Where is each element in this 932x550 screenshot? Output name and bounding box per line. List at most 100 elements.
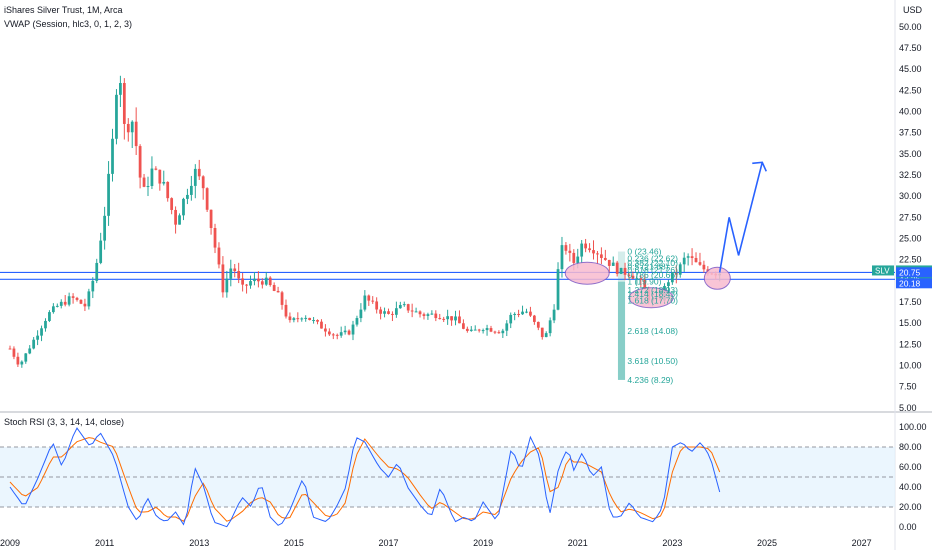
candle-body bbox=[201, 176, 205, 189]
candle-body bbox=[674, 272, 678, 275]
price-tick-label: 10.00 bbox=[899, 360, 922, 370]
price-tick-label: 35.00 bbox=[899, 149, 922, 159]
candle-body bbox=[87, 291, 91, 307]
candle-body bbox=[55, 305, 59, 307]
candle-body bbox=[580, 243, 584, 257]
candle-body bbox=[383, 311, 386, 314]
candle-body bbox=[584, 243, 588, 249]
candle-body bbox=[335, 334, 339, 336]
candle-body bbox=[426, 314, 430, 316]
candle-body bbox=[107, 173, 110, 216]
candle-body bbox=[296, 318, 300, 320]
time-tick-label: 2027 bbox=[852, 538, 872, 548]
projection-arrow bbox=[718, 162, 764, 273]
candle-body bbox=[146, 186, 150, 188]
candle-body bbox=[122, 83, 126, 124]
candle-body bbox=[245, 284, 248, 286]
candle-body bbox=[572, 252, 576, 263]
candle-body bbox=[8, 348, 12, 350]
candle-body bbox=[166, 181, 170, 199]
candle-body bbox=[304, 317, 308, 319]
stoch-tick-label: 0.00 bbox=[899, 522, 917, 532]
candle-body bbox=[213, 228, 217, 248]
candle-body bbox=[513, 313, 517, 315]
candle-body bbox=[371, 300, 375, 302]
candle-body bbox=[205, 188, 209, 210]
candle-body bbox=[186, 194, 189, 199]
candle-body bbox=[233, 268, 237, 272]
candle-body bbox=[24, 353, 28, 362]
candle-body bbox=[505, 323, 509, 331]
candle-body bbox=[134, 121, 138, 147]
stoch-tick-label: 60.00 bbox=[899, 462, 922, 472]
candle-body bbox=[536, 321, 540, 328]
price-tick-label: 5.00 bbox=[899, 403, 917, 413]
candle-body bbox=[237, 271, 241, 279]
candle-body bbox=[615, 262, 619, 274]
candle-body bbox=[257, 278, 260, 282]
fib-level-label: 1 (19.90) bbox=[627, 277, 661, 287]
time-tick-label: 2009 bbox=[0, 538, 20, 548]
candle-body bbox=[48, 312, 51, 321]
candle-body bbox=[178, 215, 181, 225]
candle-body bbox=[63, 301, 67, 305]
candle-body bbox=[410, 310, 414, 312]
price-tag bbox=[896, 278, 932, 289]
candle-body bbox=[485, 328, 489, 331]
candle-body bbox=[355, 318, 359, 325]
candle-body bbox=[158, 169, 162, 184]
time-tick-label: 2015 bbox=[284, 538, 304, 548]
candle-body bbox=[126, 123, 130, 133]
candle-body bbox=[525, 311, 528, 313]
candle-body bbox=[454, 316, 457, 321]
candle-body bbox=[115, 94, 118, 139]
candle-body bbox=[174, 209, 177, 225]
candle-body bbox=[189, 185, 193, 195]
price-tick-label: 7.50 bbox=[899, 382, 917, 392]
candle-body bbox=[702, 264, 706, 270]
price-tick-label: 32.50 bbox=[899, 170, 922, 180]
price-tick-label: 50.00 bbox=[899, 22, 922, 32]
symbol-tag bbox=[872, 265, 894, 276]
candle-body bbox=[142, 177, 146, 187]
candle-body bbox=[103, 215, 107, 241]
candle-body bbox=[682, 257, 686, 265]
candle-body bbox=[331, 334, 335, 336]
candle-body bbox=[316, 319, 319, 322]
candle-body bbox=[276, 290, 280, 293]
candle-body bbox=[473, 329, 477, 331]
candle-body bbox=[308, 317, 312, 321]
price-tick-label: 25.00 bbox=[899, 234, 922, 244]
candle-body bbox=[119, 83, 122, 95]
price-tick-label: 27.50 bbox=[899, 212, 922, 222]
candle-body bbox=[288, 316, 292, 321]
candle-body bbox=[481, 330, 485, 332]
candle-body bbox=[568, 250, 572, 253]
candle-body bbox=[619, 267, 623, 274]
candle-body bbox=[489, 328, 493, 332]
candle-body bbox=[560, 245, 564, 270]
candle-body bbox=[170, 198, 174, 210]
candle-body bbox=[79, 299, 83, 304]
candle-body bbox=[312, 319, 315, 321]
candle-body bbox=[592, 250, 595, 254]
candle-body bbox=[324, 328, 327, 332]
candle-body bbox=[249, 281, 252, 286]
candle-body bbox=[532, 315, 536, 322]
fib-level-label: 1.414 (18.43) bbox=[627, 289, 678, 299]
candle-body bbox=[607, 259, 611, 266]
candle-body bbox=[320, 321, 323, 329]
candle-body bbox=[130, 121, 134, 133]
candle-body bbox=[635, 278, 639, 280]
fib-retracement-zone bbox=[617, 251, 626, 282]
chart-title: iShares Silver Trust, 1M, Arca bbox=[4, 5, 123, 15]
price-tick-label: 37.50 bbox=[899, 128, 922, 138]
candle-body bbox=[462, 323, 465, 329]
candle-body bbox=[414, 311, 418, 313]
candle-body bbox=[493, 331, 497, 333]
candle-body bbox=[395, 308, 398, 315]
candle-body bbox=[458, 316, 461, 324]
candle-body bbox=[229, 268, 233, 279]
candle-body bbox=[28, 348, 32, 354]
